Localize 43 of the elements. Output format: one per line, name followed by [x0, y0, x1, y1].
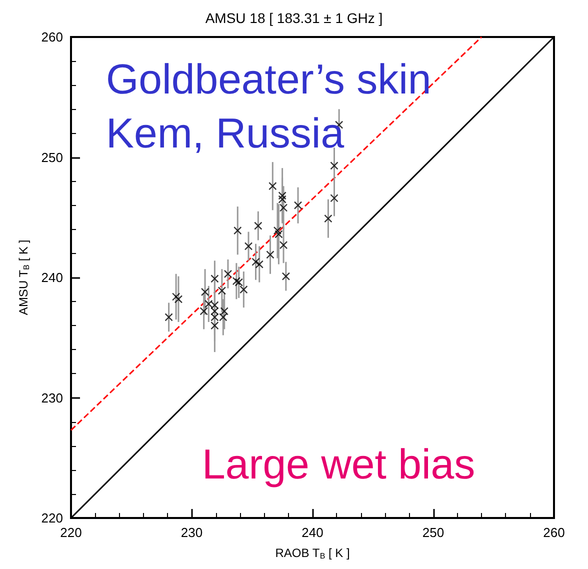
- point: [268, 182, 277, 190]
- point: [240, 285, 248, 294]
- point: [278, 192, 286, 200]
- x-tick-label: 260: [543, 525, 565, 540]
- y-axis-title: AMSU TB [ K ]: [16, 240, 31, 316]
- chart-title: AMSU 18 [ 183.31 ± 1 GHz ]: [205, 10, 383, 26]
- point: [294, 201, 302, 210]
- point: [330, 162, 338, 170]
- y-tick-label: 250: [41, 150, 63, 165]
- x-tick-label: 220: [60, 525, 82, 540]
- point: [274, 230, 283, 238]
- y-tick-label: 230: [41, 390, 63, 406]
- point: [232, 277, 241, 286]
- annotation: Large wet bias: [202, 440, 476, 488]
- point: [174, 295, 183, 304]
- point: [234, 226, 242, 235]
- y-tick-label: 240: [41, 270, 63, 285]
- point: [254, 222, 262, 230]
- x-tick-label: 230: [180, 525, 203, 540]
- point: [266, 250, 274, 259]
- point: [324, 214, 332, 223]
- point: [210, 274, 219, 283]
- annotation: Goldbeater’s skin: [106, 56, 432, 102]
- point: [172, 292, 180, 301]
- point: [244, 242, 253, 250]
- point: [200, 288, 210, 296]
- point: [218, 286, 226, 295]
- point: [282, 272, 290, 280]
- y-tick-label: 260: [41, 30, 63, 44]
- y-tick-label: 220: [41, 510, 63, 526]
- point: [279, 240, 288, 250]
- point: [252, 258, 260, 266]
- x-tick-label: 250: [422, 525, 444, 540]
- point: [273, 226, 282, 235]
- point: [164, 313, 173, 322]
- point: [204, 300, 213, 308]
- point: [234, 278, 243, 286]
- point: [200, 307, 208, 316]
- x-tick-label: 240: [302, 525, 324, 540]
- point: [330, 194, 338, 202]
- point: [224, 270, 232, 278]
- point: [255, 260, 264, 268]
- annotation: Kem, Russia: [106, 110, 345, 156]
